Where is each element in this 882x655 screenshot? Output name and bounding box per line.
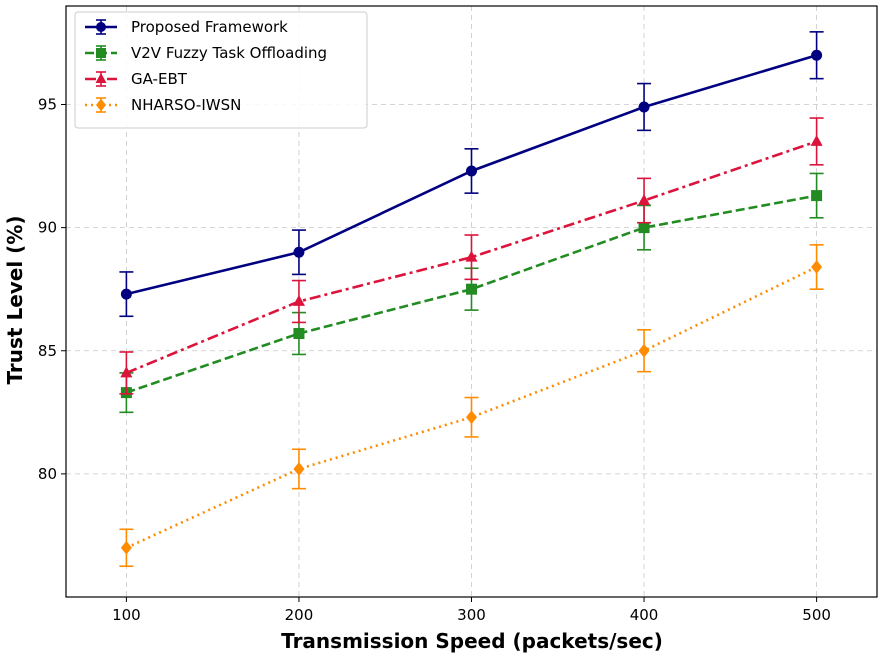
legend-item: V2V Fuzzy Task Offloading (85, 44, 327, 62)
series-layer (119, 31, 824, 568)
triangle-marker (465, 250, 478, 262)
diamond-marker (466, 410, 477, 425)
x-tick-label: 500 (802, 606, 831, 624)
legend-item: GA-EBT (85, 70, 188, 88)
legend-item: NHARSO-IWSN (85, 96, 241, 114)
series-nharso-iwsn (119, 244, 824, 568)
series-line (125, 194, 817, 394)
y-tick-label: 85 (38, 342, 57, 360)
circle-marker (638, 101, 650, 113)
square-marker (96, 48, 106, 58)
triangle-marker (120, 366, 133, 378)
circle-marker (466, 165, 477, 177)
legend-label: V2V Fuzzy Task Offloading (131, 44, 327, 62)
circle-marker (293, 246, 305, 258)
x-tick-label: 100 (112, 606, 141, 624)
legend: Proposed Framework V2V Fuzzy Task Offload… (74, 11, 368, 129)
legend-box (74, 11, 368, 129)
y-axis-ticks: 80 85 90 95 (38, 96, 66, 483)
x-axis-ticks: 100 200 300 400 500 (112, 597, 831, 624)
diamond-marker (638, 343, 650, 358)
y-tick-label: 90 (38, 219, 57, 237)
legend-label: GA-EBT (131, 70, 188, 88)
x-axis-title: Transmission Speed (packets/sec) (281, 629, 663, 653)
series-line (125, 265, 818, 549)
series-ga-ebt (119, 117, 824, 395)
x-tick-label: 300 (457, 606, 486, 624)
legend-item: Proposed Framework (85, 18, 288, 36)
square-marker (638, 222, 650, 234)
diamond-marker (120, 540, 132, 555)
x-tick-label: 200 (285, 606, 314, 624)
square-marker (466, 283, 477, 295)
triangle-marker (810, 134, 823, 146)
legend-label: NHARSO-IWSN (131, 96, 241, 114)
diamond-marker (96, 98, 106, 112)
y-tick-label: 80 (38, 465, 57, 483)
triangle-marker (95, 73, 107, 83)
legend-label: Proposed Framework (131, 18, 288, 36)
y-tick-label: 95 (38, 96, 57, 114)
series-proposed-framework (119, 31, 824, 318)
diamond-marker (811, 260, 823, 274)
circle-marker (96, 22, 106, 32)
circle-marker (811, 49, 823, 61)
triangle-marker (292, 294, 305, 306)
y-axis-title: Trust Level (%) (3, 215, 27, 384)
circle-marker (120, 288, 132, 300)
x-tick-label: 400 (630, 606, 659, 624)
square-marker (811, 190, 823, 202)
triangle-marker (638, 193, 651, 205)
square-marker (293, 328, 305, 340)
diamond-marker (293, 462, 305, 476)
